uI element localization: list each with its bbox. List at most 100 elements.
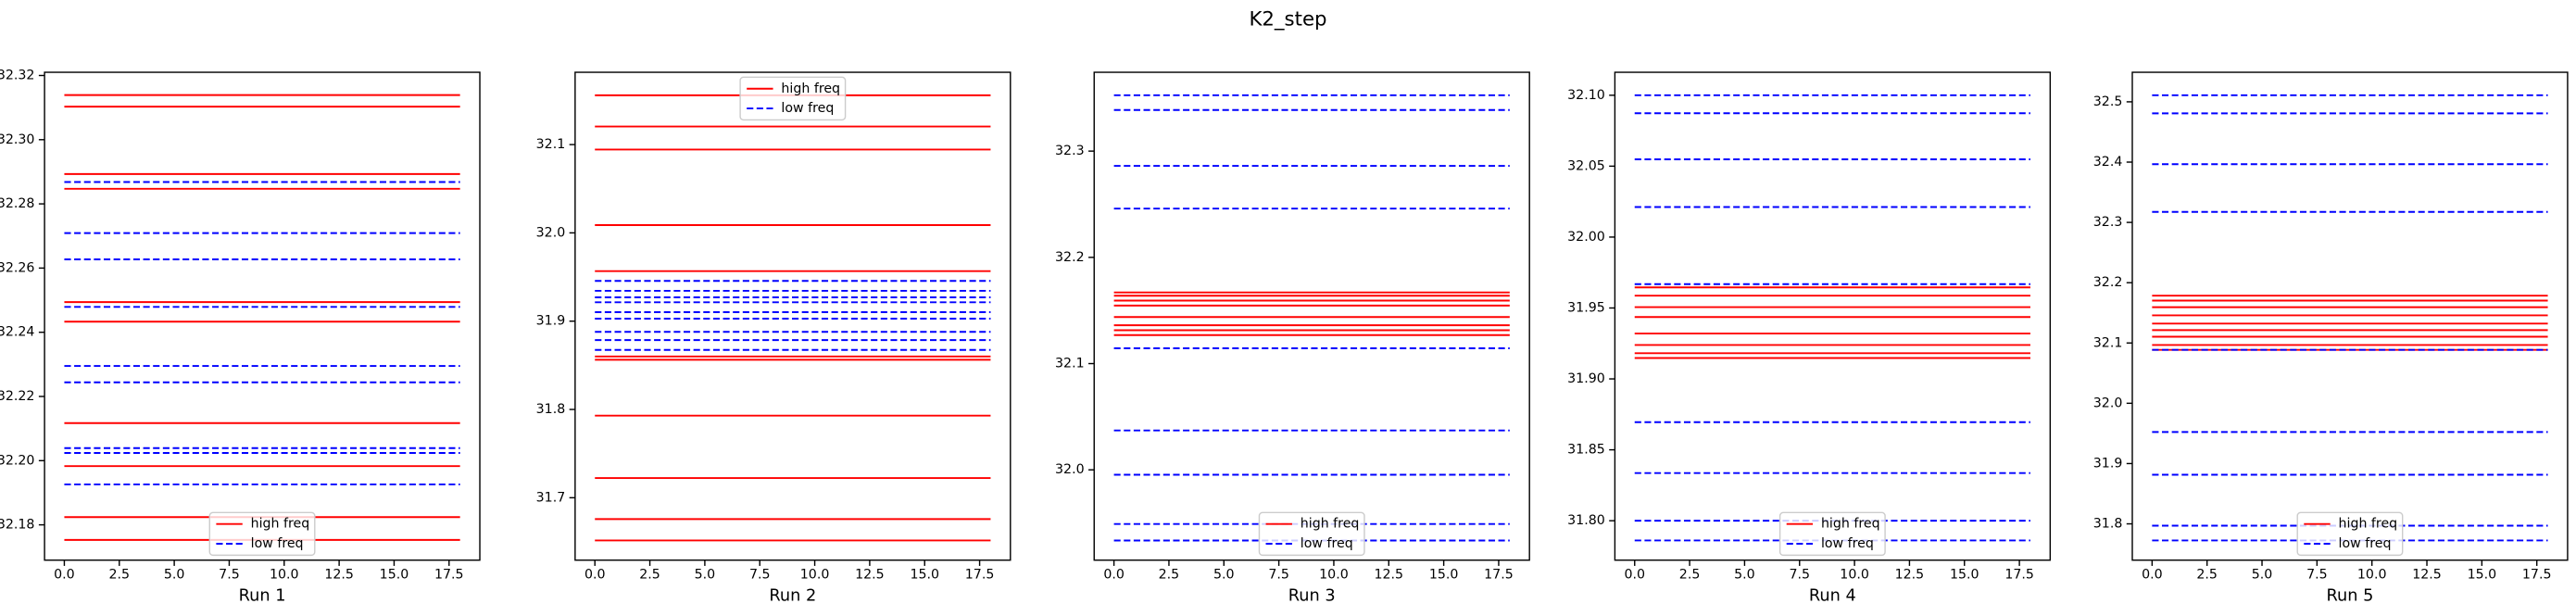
x-tick-label: 12.5 — [1895, 568, 1925, 583]
x-tick-label: 17.5 — [965, 568, 995, 583]
y-tick-label: 31.8 — [536, 402, 566, 417]
legend-label: high freq — [1821, 517, 1880, 532]
y-tick-label: 32.30 — [0, 132, 34, 147]
y-tick-label: 32.10 — [1567, 88, 1605, 103]
y-tick-label: 32.32 — [0, 68, 34, 82]
axes-frame — [574, 71, 1012, 561]
legend-label: low freq — [1301, 536, 1353, 551]
x-tick-label: 2.5 — [639, 568, 660, 583]
x-tick-label: 7.5 — [219, 568, 240, 583]
x-tick-label: 17.5 — [2004, 568, 2034, 583]
legend-label: high freq — [781, 82, 840, 96]
x-tick-label: 17.5 — [1484, 568, 1514, 583]
y-tick-label: 32.3 — [2093, 215, 2123, 230]
legend: high freq low freq — [2296, 511, 2404, 557]
legend: high freq low freq — [1258, 511, 1365, 557]
x-tick-label: 10.0 — [1319, 568, 1349, 583]
axes-frame — [1614, 71, 2052, 561]
x-tick-label: 12.5 — [1375, 568, 1404, 583]
x-tick-label: 7.5 — [1789, 568, 1810, 583]
legend-label: low freq — [781, 101, 834, 116]
y-tick-label: 32.2 — [2093, 275, 2123, 290]
legend-label: high freq — [2339, 517, 2398, 532]
axes-frame — [44, 71, 481, 561]
y-tick-label: 32.5 — [2093, 94, 2123, 109]
x-tick-label: 5.0 — [1734, 568, 1755, 583]
x-axis-label: Run 1 — [239, 587, 286, 606]
subplot: 0.0 2.5 5.0 7.5 10.0 12.5 15.0 17.5 31.80 31.85 31… — [1567, 71, 2052, 606]
axes-frame — [2131, 71, 2569, 561]
x-tick-label: 0.0 — [1103, 568, 1125, 583]
subplot: 0.0 2.5 5.0 7.5 10.0 12.5 15.0 17.5 32.0 32.1 32.2… — [1055, 71, 1530, 606]
x-tick-label: 12.5 — [324, 568, 354, 583]
subplot: 0.0 2.5 5.0 7.5 10.0 12.5 15.0 17.5 31.7 31.8 31.9… — [536, 71, 1012, 606]
legend: high freq low freq — [739, 76, 847, 121]
y-tick-label: 32.22 — [0, 389, 34, 404]
x-tick-label: 7.5 — [749, 568, 771, 583]
y-tick-label: 32.0 — [1055, 462, 1085, 477]
x-tick-label: 0.0 — [584, 568, 606, 583]
y-tick-label: 32.24 — [0, 325, 34, 340]
legend-label: low freq — [251, 536, 304, 551]
x-tick-label: 15.0 — [380, 568, 409, 583]
subplot: 0.0 2.5 5.0 7.5 10.0 12.5 15.0 17.5 31.8 31.9 32.0… — [2093, 71, 2569, 606]
x-tick-label: 5.0 — [695, 568, 716, 583]
x-tick-label: 0.0 — [1624, 568, 1645, 583]
y-tick-label: 32.18 — [0, 518, 34, 533]
x-tick-label: 17.5 — [434, 568, 464, 583]
x-tick-label: 10.0 — [2357, 568, 2387, 583]
y-tick-label: 32.4 — [2093, 155, 2123, 170]
x-tick-label: 2.5 — [1159, 568, 1180, 583]
x-tick-label: 5.0 — [2252, 568, 2273, 583]
axes-frame — [1093, 71, 1530, 561]
y-tick-label: 31.85 — [1567, 443, 1605, 458]
x-tick-label: 10.0 — [1840, 568, 1869, 583]
x-tick-label: 2.5 — [109, 568, 131, 583]
x-tick-label: 15.0 — [2468, 568, 2497, 583]
y-tick-label: 32.05 — [1567, 158, 1605, 173]
figure-title: K2_step — [1249, 7, 1326, 31]
x-tick-label: 15.0 — [910, 568, 939, 583]
y-tick-label: 32.1 — [536, 137, 566, 152]
y-tick-label: 32.1 — [2093, 335, 2123, 350]
x-tick-label: 12.5 — [2412, 568, 2442, 583]
y-tick-label: 31.80 — [1567, 513, 1605, 528]
x-tick-label: 5.0 — [1213, 568, 1235, 583]
x-tick-label: 10.0 — [270, 568, 299, 583]
y-tick-label: 31.90 — [1567, 371, 1605, 386]
y-tick-label: 31.7 — [536, 490, 566, 505]
y-tick-label: 32.28 — [0, 196, 34, 211]
x-tick-label: 0.0 — [54, 568, 75, 583]
y-tick-label: 32.00 — [1567, 230, 1605, 245]
x-tick-label: 15.0 — [1429, 568, 1459, 583]
y-tick-label: 31.9 — [2093, 456, 2123, 471]
y-tick-label: 32.1 — [1055, 357, 1085, 371]
y-tick-label: 32.2 — [1055, 250, 1085, 265]
x-axis-label: Run 5 — [2327, 587, 2374, 606]
x-tick-label: 0.0 — [2142, 568, 2163, 583]
y-tick-label: 31.95 — [1567, 300, 1605, 315]
x-tick-label: 2.5 — [2196, 568, 2218, 583]
x-tick-label: 10.0 — [800, 568, 830, 583]
y-tick-label: 31.8 — [2093, 517, 2123, 532]
legend-label: low freq — [2339, 536, 2392, 551]
x-tick-label: 12.5 — [855, 568, 885, 583]
x-axis-label: Run 4 — [1809, 587, 1856, 606]
x-axis-label: Run 3 — [1288, 587, 1336, 606]
legend-label: high freq — [251, 517, 310, 532]
y-tick-label: 32.3 — [1055, 144, 1085, 158]
y-tick-label: 31.9 — [536, 314, 566, 329]
legend-label: high freq — [1301, 517, 1360, 532]
legend: high freq low freq — [208, 511, 316, 557]
x-tick-label: 7.5 — [1268, 568, 1289, 583]
y-tick-label: 32.26 — [0, 260, 34, 275]
x-tick-label: 17.5 — [2522, 568, 2552, 583]
legend: high freq low freq — [1778, 511, 1886, 557]
subplot: 0.0 2.5 5.0 7.5 10.0 12.5 15.0 17.5 32.18 32.20 32… — [0, 68, 481, 606]
x-tick-label: 7.5 — [2306, 568, 2328, 583]
y-tick-label: 32.20 — [0, 453, 34, 468]
x-tick-label: 5.0 — [164, 568, 185, 583]
x-axis-label: Run 2 — [769, 587, 816, 606]
